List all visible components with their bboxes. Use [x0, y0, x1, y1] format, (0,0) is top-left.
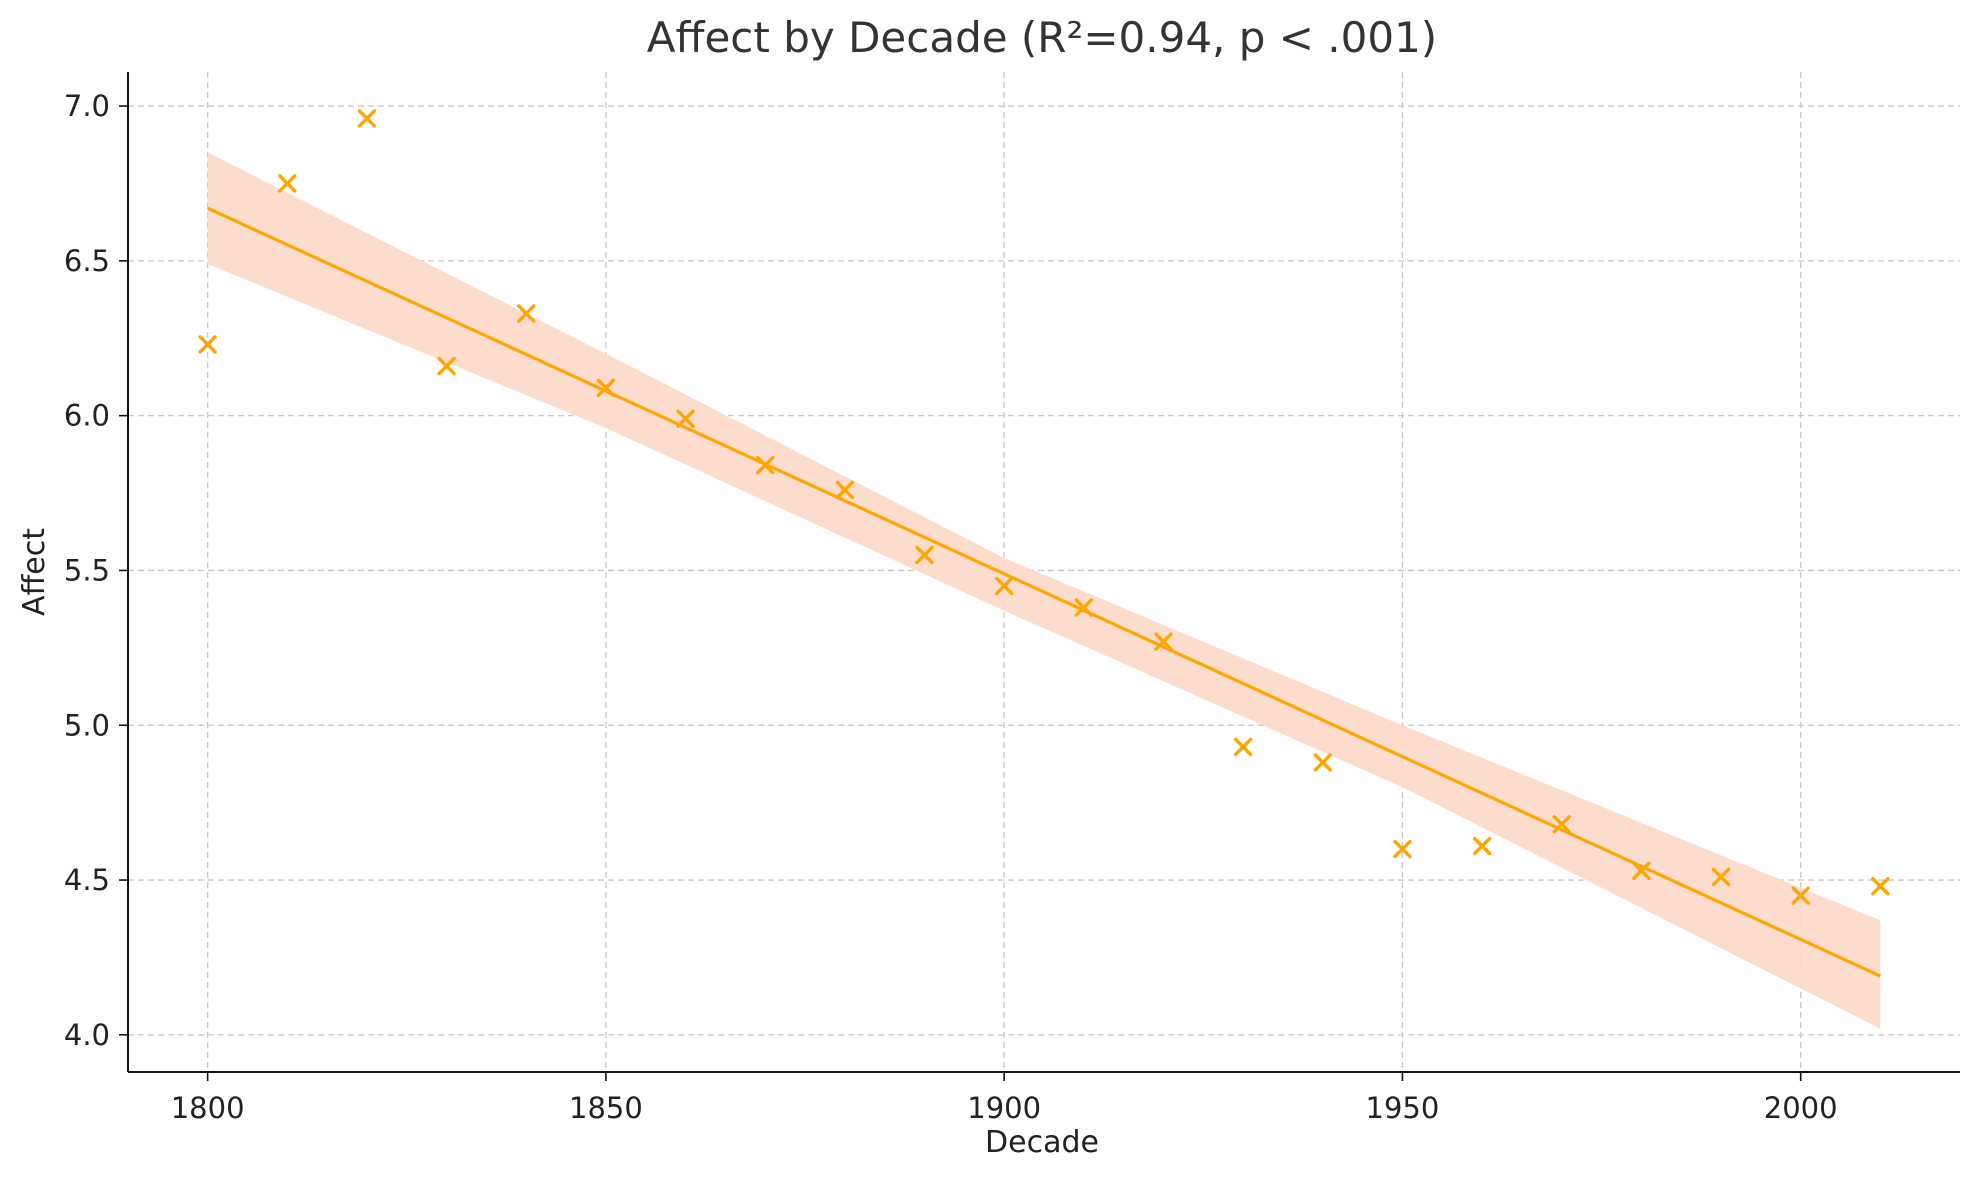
data-point — [1154, 632, 1173, 651]
data-point — [915, 545, 934, 565]
data-point — [676, 409, 695, 428]
data-point — [1233, 737, 1253, 757]
data-point — [278, 174, 297, 193]
data-point — [596, 378, 616, 397]
data-point — [1632, 861, 1651, 880]
data-point — [1871, 877, 1890, 896]
y-tick-label: 4.5 — [64, 863, 110, 897]
regression-line — [206, 206, 1882, 978]
y-tick-label: 7.0 — [64, 89, 110, 123]
x-tick-label: 1900 — [967, 1091, 1041, 1125]
data-point — [437, 356, 456, 376]
chart-title: Affect by Decade (R²=0.94, p < .001) — [647, 13, 1437, 62]
x-axis-label: Decade — [985, 1125, 1099, 1160]
data-point — [994, 576, 1014, 596]
data-point — [835, 480, 855, 500]
data-point — [1791, 886, 1810, 905]
axes-layer — [119, 72, 1960, 1081]
data-point — [1472, 836, 1492, 856]
x-tick-label: 1800 — [171, 1091, 245, 1125]
y-tick-label: 5.0 — [64, 708, 110, 742]
x-tick-label: 1850 — [569, 1091, 643, 1125]
data-point — [1074, 598, 1094, 617]
y-tick-label: 4.0 — [64, 1018, 110, 1052]
data-point — [357, 109, 377, 128]
regression-line-layer — [206, 206, 1882, 978]
y-tick-label: 5.5 — [64, 553, 110, 587]
y-tick-label: 6.0 — [64, 399, 110, 433]
data-point — [517, 304, 536, 323]
data-points-layer — [198, 109, 1890, 905]
x-tick-label: 1950 — [1366, 1091, 1440, 1125]
data-point — [1711, 867, 1731, 887]
data-point — [198, 335, 217, 354]
y-axis-label: Affect — [17, 528, 52, 616]
data-point — [1393, 839, 1412, 859]
tick-labels-layer: 1800 1850 1900 1950 2000 4.0 4.5 5.0 5.5 6.0 6.5 7.… — [64, 89, 1838, 1125]
x-tick-label: 2000 — [1764, 1091, 1838, 1125]
data-point — [756, 455, 775, 475]
y-tick-label: 6.5 — [64, 244, 110, 278]
data-point — [1313, 753, 1332, 772]
data-point — [1552, 815, 1571, 834]
